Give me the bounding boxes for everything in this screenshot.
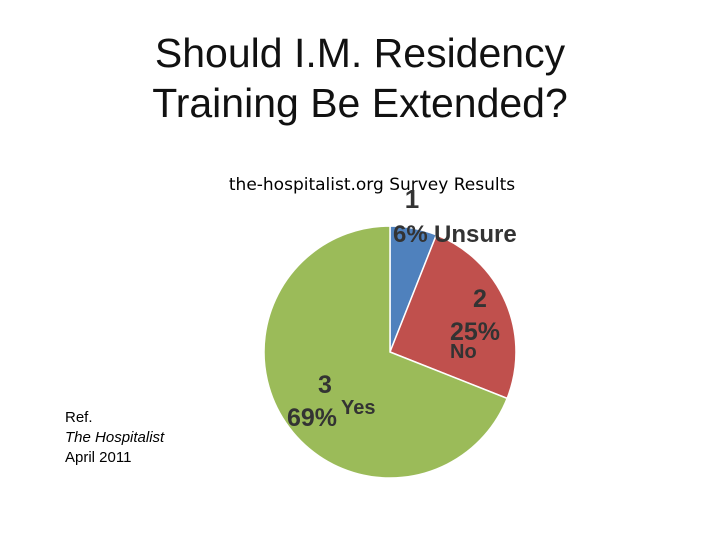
reference-note: Ref. The Hospitalist April 2011 — [65, 408, 164, 468]
slice-index-label-yes: 3 — [318, 371, 332, 399]
slice-category-label-no: No — [450, 341, 477, 363]
slice-index-label-no: 2 — [473, 285, 487, 313]
slice-percent-label-unsure: 6% — [393, 221, 428, 248]
title-line-1: Should I.M. Residency — [154, 30, 566, 76]
reference-publication: The Hospitalist — [65, 429, 165, 446]
slice-index-label-unsure: 1 — [405, 184, 419, 214]
pie-slice-yes — [263, 225, 509, 479]
reference-date: April 2011 — [65, 449, 132, 466]
slice-percent-label-no: 25% — [450, 318, 500, 346]
slide-title: Should I.M. Residency Training Be Extend… — [0, 28, 720, 128]
slice-category-label-yes: Yes — [341, 397, 375, 419]
slice-category-label-unsure: Unsure — [434, 221, 517, 248]
reference-prefix: Ref. — [65, 409, 93, 426]
pie-slice-no — [389, 233, 517, 400]
chart-title: the-hospitalist.org Survey Results — [229, 175, 515, 195]
title-line-2: Training Be Extended? — [152, 80, 568, 126]
slice-percent-label-yes: 69% — [287, 404, 337, 432]
